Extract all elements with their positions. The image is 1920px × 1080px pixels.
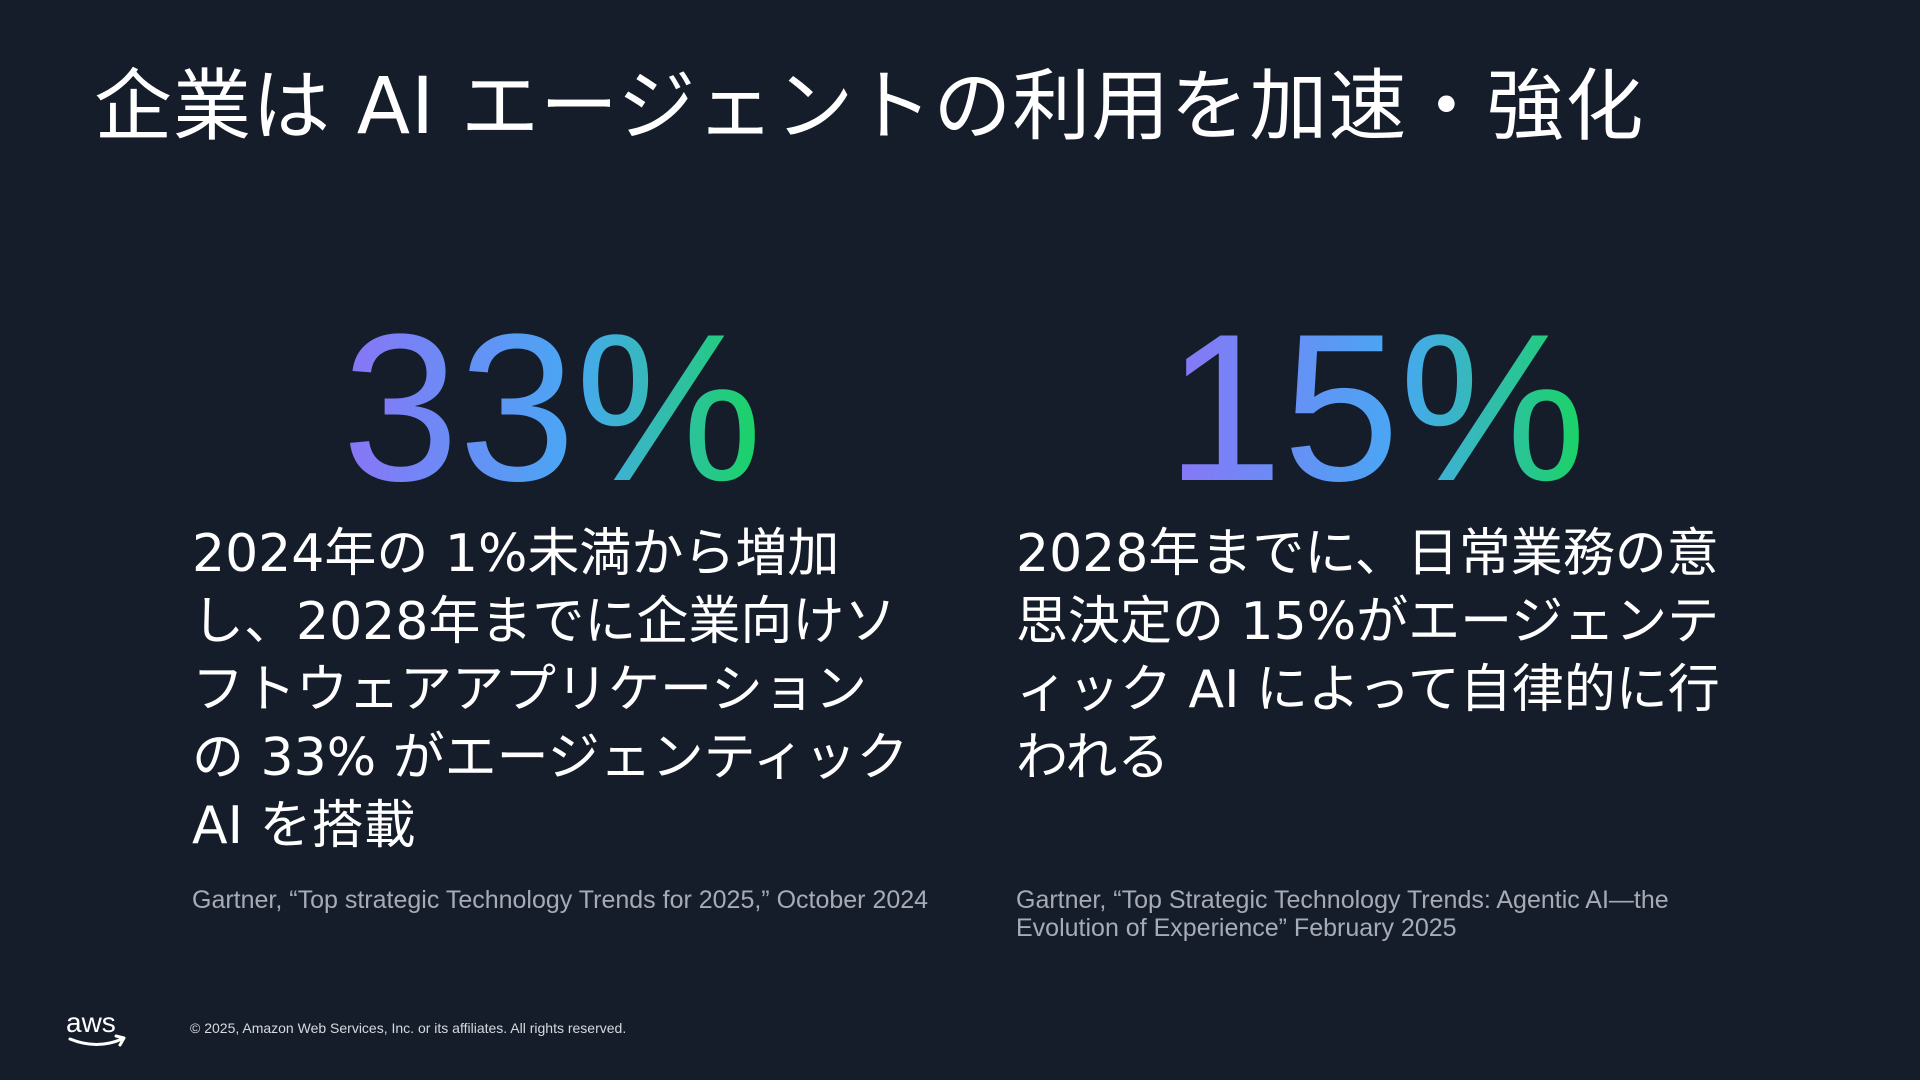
stat-value-right-text: 15% xyxy=(1166,300,1586,500)
source-citation-right: Gartner, “Top Strategic Technology Trend… xyxy=(1016,886,1669,942)
stat-value-left-text: 33% xyxy=(342,300,762,500)
copyright-text: © 2025, Amazon Web Services, Inc. or its… xyxy=(190,1020,627,1036)
stat-block-left: 33% 2024年の 1%未満から増加し、2028年までに企業向けソフトウェアア… xyxy=(192,300,952,860)
stat-description-left: 2024年の 1%未満から増加し、2028年までに企業向けソフトウェアアプリケー… xyxy=(192,524,909,856)
stat-value-right: 15% xyxy=(1166,300,1586,500)
aws-logo-text: aws xyxy=(66,1007,116,1038)
slide-title: 企業は AI エージェントの利用を加速・強化 xyxy=(94,62,1645,152)
aws-logo: aws xyxy=(66,1007,126,1047)
source-citation-left: Gartner, “Top strategic Technology Trend… xyxy=(192,886,929,914)
stat-value-left: 33% xyxy=(342,300,762,500)
stat-block-right: 15% 2028年までに、日常業務の意思決定の 15%がエージェンティック AI… xyxy=(1016,300,1776,792)
stat-description-right: 2028年までに、日常業務の意思決定の 15%がエージェンティック AI によっ… xyxy=(1016,524,1720,788)
